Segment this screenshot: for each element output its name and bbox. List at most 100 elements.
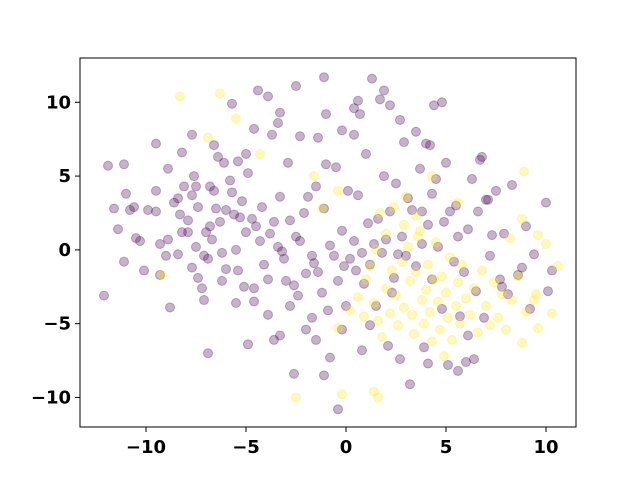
data-point [369,238,379,249]
data-point [191,241,201,252]
y-tick-label: 0 [58,240,71,261]
data-point [235,212,245,223]
data-point [285,215,295,226]
data-point [231,113,241,124]
data-point [143,205,153,216]
data-point [183,227,193,238]
data-point [353,95,363,106]
data-point [203,132,213,143]
data-point [513,271,523,282]
data-point [365,261,375,272]
data-point [489,277,499,288]
data-point [411,261,421,272]
data-point [371,244,381,255]
data-point [477,265,487,276]
data-point [109,203,119,214]
data-point [155,269,165,280]
data-point [241,227,251,238]
data-point [465,309,475,320]
data-point [431,237,441,248]
plot-area-frame [79,57,577,428]
data-point [233,265,243,276]
data-point [119,159,129,170]
data-point [333,275,343,286]
data-point [463,224,473,235]
data-point [193,202,203,213]
y-tick-label: 10 [46,92,71,113]
data-point [417,295,427,306]
data-point [447,334,457,345]
data-point [427,274,437,285]
data-point [359,311,369,322]
data-point [269,216,279,227]
data-point [121,188,131,199]
data-point [455,318,465,329]
data-point [471,286,481,297]
data-point [385,308,395,319]
data-point [409,329,419,340]
data-point [151,138,161,149]
data-point [499,228,509,239]
data-point [263,309,273,320]
data-point [155,238,165,249]
data-point [337,125,347,136]
data-point [353,292,363,303]
data-point [169,197,179,208]
data-point [193,272,203,283]
data-point [553,261,563,272]
data-point [497,289,507,300]
data-point [319,72,329,83]
data-point [415,225,425,236]
data-point [165,302,175,313]
data-point [173,193,183,204]
data-point [433,296,443,307]
data-point [381,234,391,245]
data-point [351,265,361,276]
data-point [401,250,411,261]
data-point [459,267,469,278]
data-point [525,303,535,314]
data-point [531,289,541,300]
data-point [175,91,185,102]
data-point [209,140,219,151]
data-point [461,357,471,368]
data-point [407,205,417,216]
data-point [293,290,303,301]
data-point [453,277,463,288]
data-point [415,163,425,174]
data-point [199,250,209,261]
data-point [533,323,543,334]
data-point [373,392,383,403]
data-point [365,320,375,331]
data-point [295,131,305,142]
data-point [423,219,433,230]
data-point [217,247,227,258]
data-point [135,236,145,247]
data-point [345,253,355,264]
data-point [217,275,227,286]
data-point [417,238,427,249]
data-point [281,275,291,286]
data-point [449,256,459,267]
data-point [451,300,461,311]
data-point [119,256,129,267]
data-point [411,126,421,137]
data-point [369,386,379,397]
data-point [349,129,359,140]
data-point [219,157,229,168]
data-point [381,283,391,294]
data-point [487,230,497,241]
data-point [395,354,405,365]
data-point [507,295,517,306]
x-tick-label: 10 [533,437,558,458]
data-point [369,298,379,309]
data-point [231,244,241,255]
data-point [333,323,343,334]
data-point [273,117,283,128]
y-tick-label: −10 [31,387,71,408]
data-point [319,370,329,381]
data-point [373,213,383,224]
data-point [397,256,407,267]
data-point [345,305,355,316]
data-point [249,296,259,307]
